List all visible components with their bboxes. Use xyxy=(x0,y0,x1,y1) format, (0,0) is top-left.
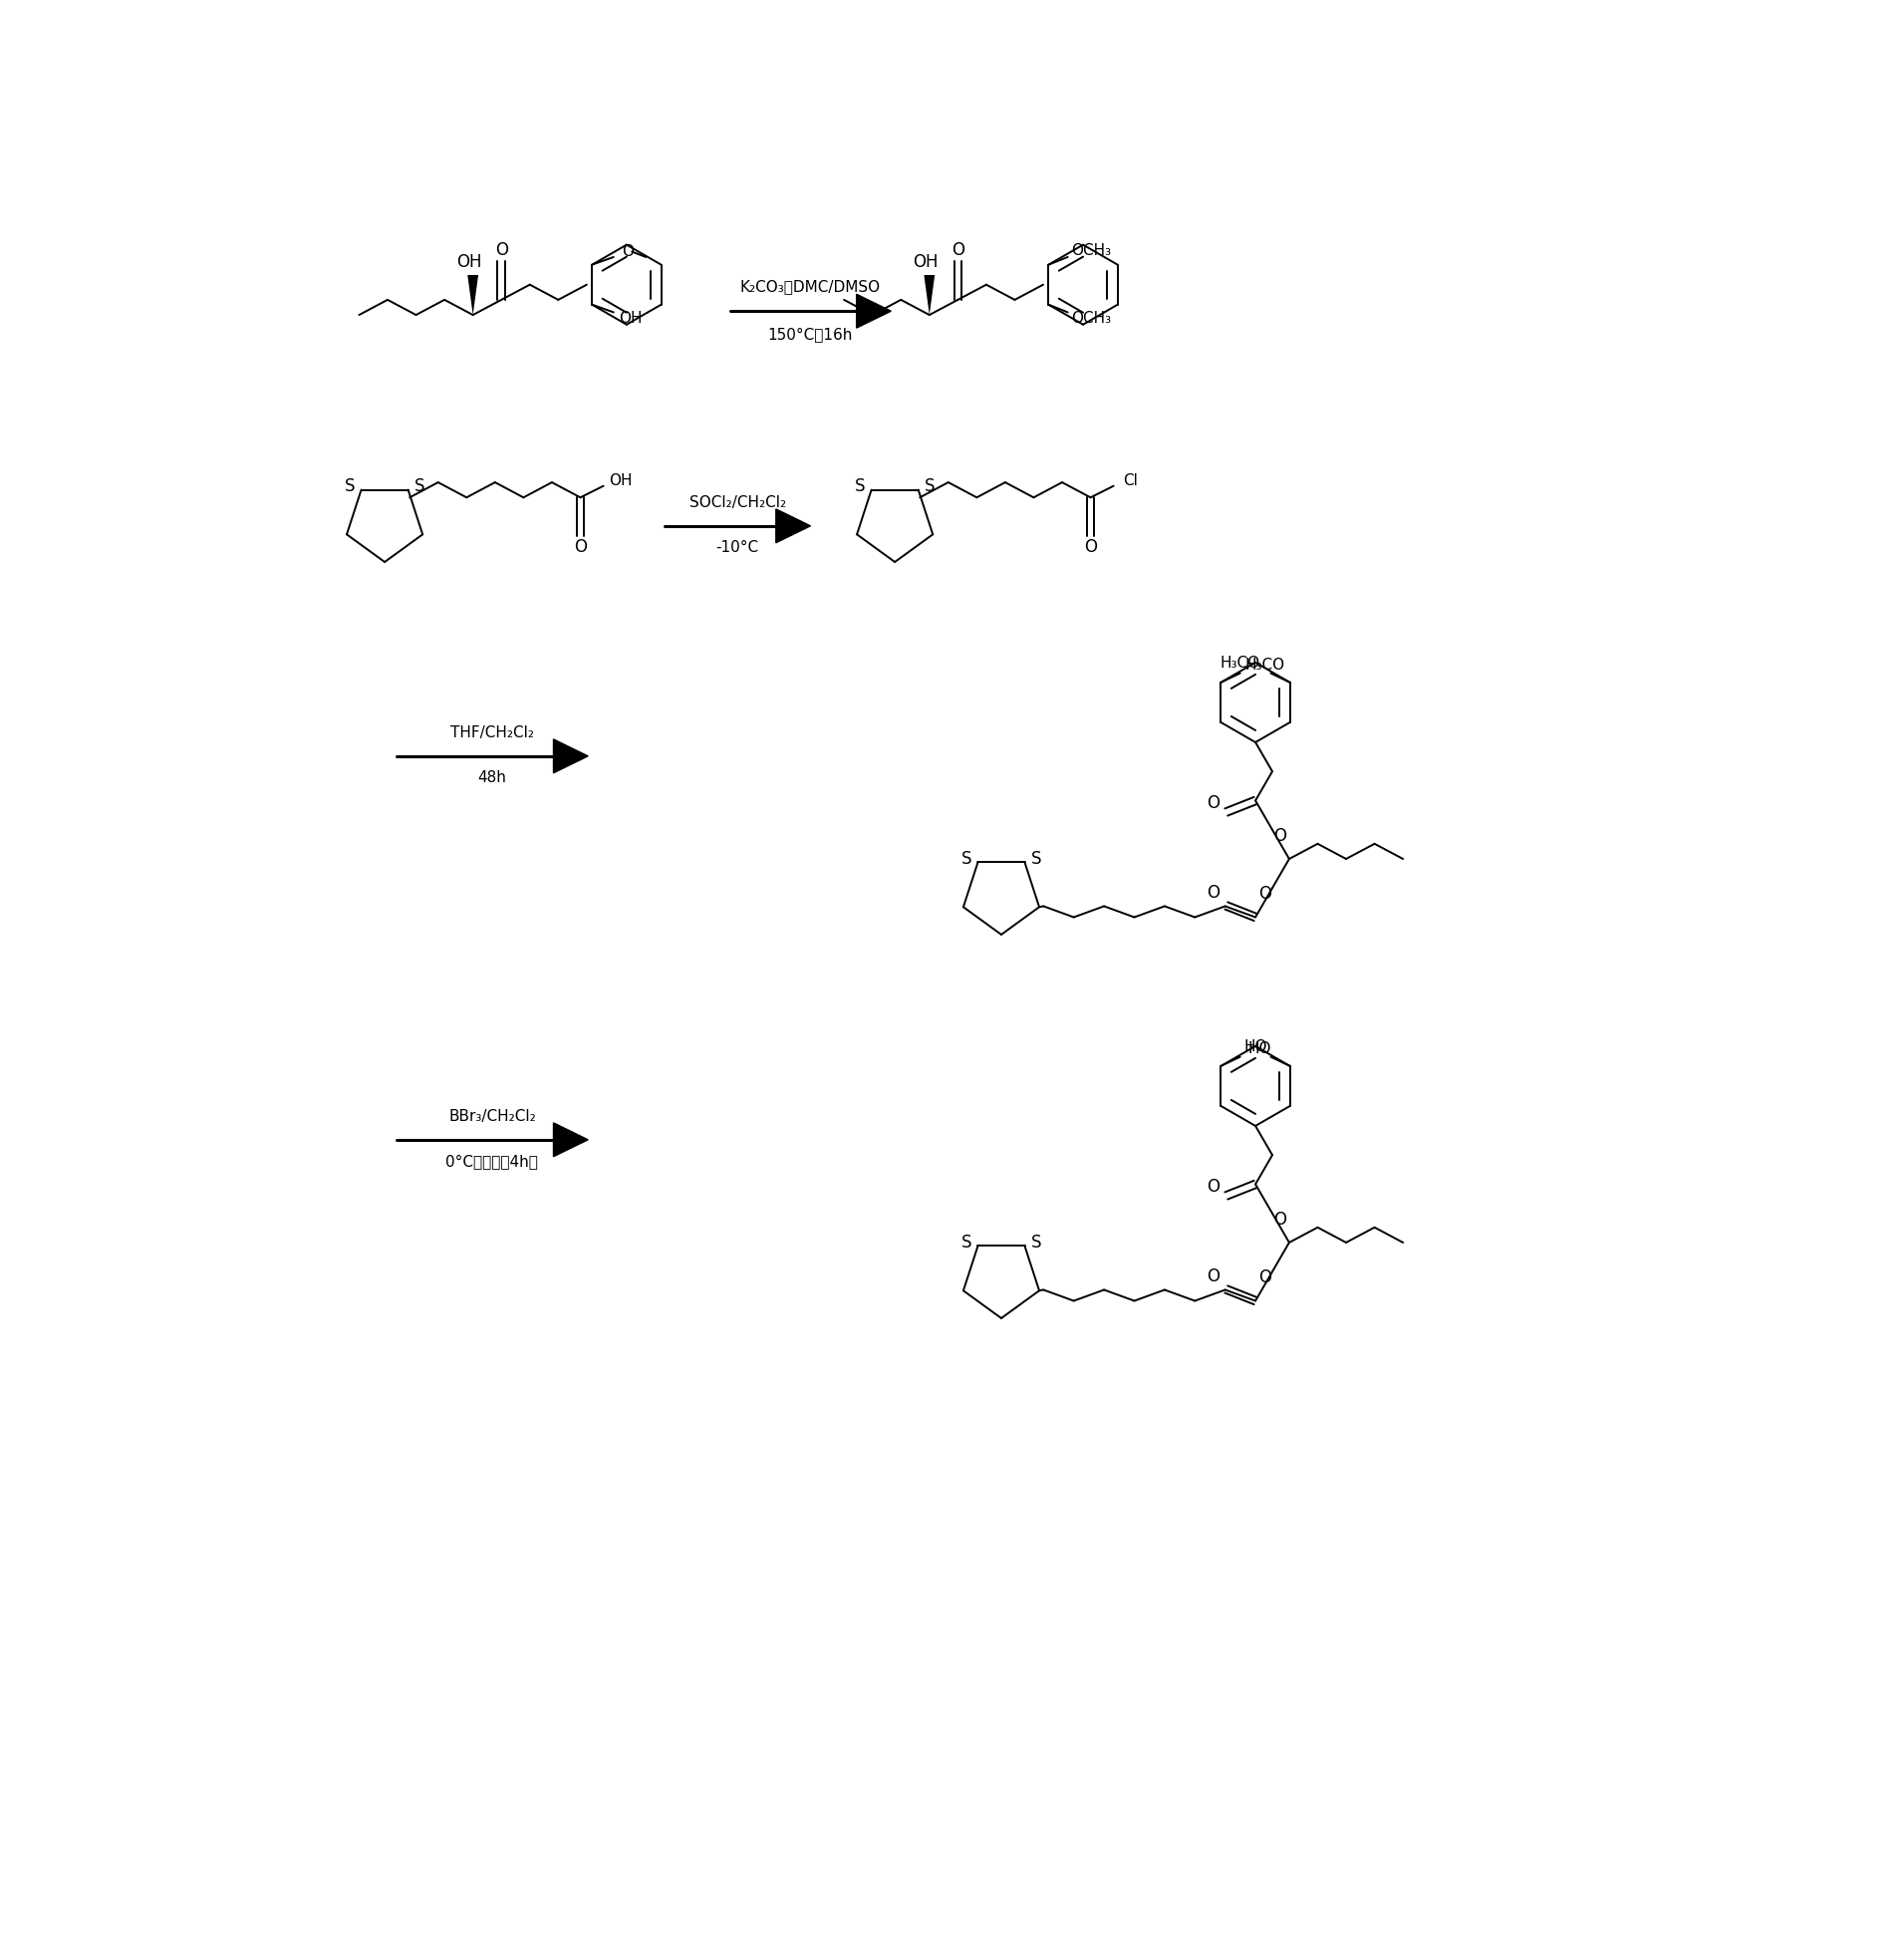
Text: H₃CO: H₃CO xyxy=(1220,656,1260,670)
Text: OH: OH xyxy=(609,473,632,488)
Text: HO: HO xyxy=(1243,1039,1268,1055)
Text: S: S xyxy=(345,477,354,494)
Text: O: O xyxy=(1207,1267,1220,1285)
Text: O: O xyxy=(1274,1211,1287,1228)
Polygon shape xyxy=(777,510,811,543)
Text: OH: OH xyxy=(457,254,482,271)
Text: OCH₃: OCH₃ xyxy=(1070,244,1110,258)
Text: S: S xyxy=(415,477,425,494)
Text: OH: OH xyxy=(912,254,939,271)
Text: O: O xyxy=(495,240,508,260)
Text: O: O xyxy=(621,244,634,260)
Polygon shape xyxy=(554,1123,588,1156)
Text: S: S xyxy=(855,477,864,494)
Text: S: S xyxy=(962,850,971,867)
Text: 150°C，16h: 150°C，16h xyxy=(767,326,853,342)
Text: H₃CO: H₃CO xyxy=(1245,658,1285,674)
Text: OH: OH xyxy=(619,311,642,326)
Text: O: O xyxy=(1207,883,1220,902)
Polygon shape xyxy=(554,740,588,773)
Polygon shape xyxy=(923,275,935,314)
Polygon shape xyxy=(468,275,478,314)
Text: 0°C冰水浴，4h，: 0°C冰水浴，4h， xyxy=(446,1154,539,1168)
Text: O: O xyxy=(1259,885,1272,902)
Text: O: O xyxy=(1259,1269,1272,1287)
Text: BBr₃/CH₂Cl₂: BBr₃/CH₂Cl₂ xyxy=(447,1109,535,1125)
Text: S: S xyxy=(962,1232,971,1252)
Polygon shape xyxy=(857,295,891,328)
Text: 48h: 48h xyxy=(478,769,506,785)
Text: S: S xyxy=(1032,850,1041,867)
Text: O: O xyxy=(573,539,586,557)
Text: HO: HO xyxy=(1247,1041,1272,1057)
Text: S: S xyxy=(1032,1232,1041,1252)
Text: Cl: Cl xyxy=(1123,473,1139,488)
Text: O: O xyxy=(1274,826,1287,846)
Text: SOCl₂/CH₂Cl₂: SOCl₂/CH₂Cl₂ xyxy=(689,496,786,510)
Text: O: O xyxy=(952,240,963,260)
Text: OCH₃: OCH₃ xyxy=(1070,311,1110,326)
Text: O: O xyxy=(1207,795,1220,812)
Text: O: O xyxy=(1207,1178,1220,1195)
Text: THF/CH₂Cl₂: THF/CH₂Cl₂ xyxy=(449,727,533,740)
Text: -10°C: -10°C xyxy=(716,539,760,555)
Text: K₂CO₃、DMC/DMSO: K₂CO₃、DMC/DMSO xyxy=(741,279,882,295)
Text: O: O xyxy=(1083,539,1097,557)
Text: S: S xyxy=(925,477,935,494)
